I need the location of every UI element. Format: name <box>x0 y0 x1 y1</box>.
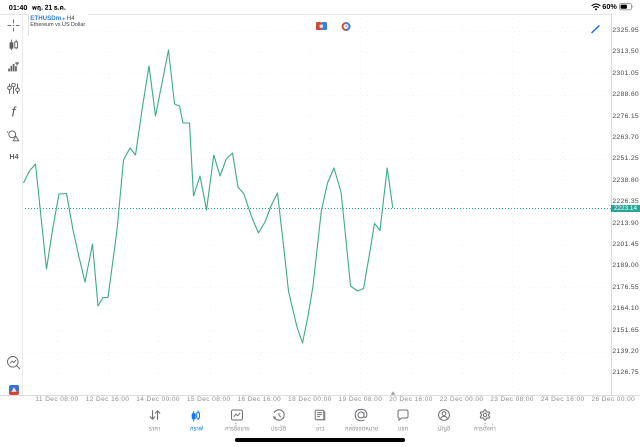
svg-text:f: f <box>12 105 18 120</box>
